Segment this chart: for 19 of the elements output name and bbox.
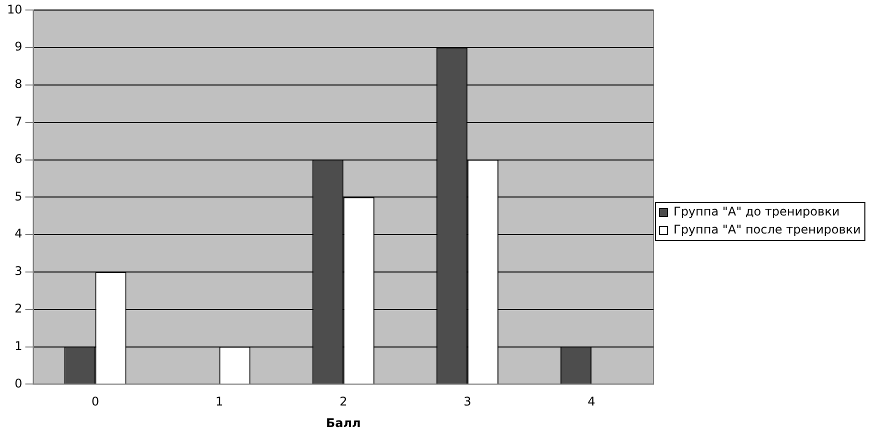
y-tick-label: 5	[14, 189, 22, 204]
x-tick-label: 2	[340, 394, 348, 409]
y-tick-label: 8	[14, 77, 22, 92]
y-tick-label: 7	[14, 114, 22, 129]
y-tick-label: 1	[14, 338, 22, 353]
y-tick-label: 3	[14, 264, 22, 278]
legend-label: Группа "А" до тренировки	[674, 204, 840, 219]
x-axis-title: Балл	[326, 416, 361, 430]
y-tick-label: 6	[14, 152, 22, 166]
y-tick-label: 2	[14, 302, 22, 316]
legend-label: Группа "А" после тренировки	[674, 222, 861, 237]
y-tick-label: 0	[14, 376, 22, 390]
y-tick-label: 4	[14, 226, 22, 241]
x-tick-label: 4	[588, 394, 596, 409]
x-tick-label: 1	[216, 394, 224, 409]
y-tick-label: 10	[6, 2, 22, 16]
x-tick-label: 3	[464, 394, 472, 409]
y-tick-label: 9	[14, 40, 22, 54]
x-tick-label: 0	[91, 394, 100, 409]
